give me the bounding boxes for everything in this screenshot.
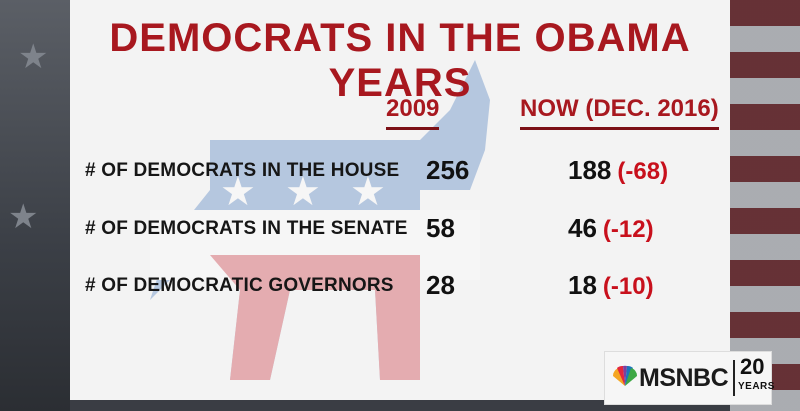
value-senate-now: 46 (-12) [568,213,654,244]
page-title: DEMOCRATS IN THE OBAMA YEARS [109,16,691,105]
row-label-house: # OF DEMOCRATS IN THE HOUSE [85,160,400,181]
column-header-2009: 2009 [386,95,440,130]
background-left: ★ ★ [0,0,70,411]
graphic-panel: ★ ★ ★ DEMOCRATS IN THE OBAMA YEARS 2009 … [70,0,730,400]
peacock-icon [612,365,638,386]
row-label-governors: # OF DEMOCRATIC GOVERNORS [85,275,394,296]
value-house-2009: 256 [426,155,470,185]
svg-text:★: ★ [350,169,386,215]
background-right-flag [730,0,800,411]
value-now: 188 [568,155,612,185]
svg-text:★: ★ [220,169,256,215]
divider [733,360,735,396]
value-house-now: 188 (-68) [568,155,668,186]
star-icon: ★ [8,198,39,236]
anniversary-number: 20 [740,354,765,379]
value-governors-2009: 28 [426,270,455,300]
change-value: (-68) [617,158,669,185]
change-value: (-12) [602,216,654,243]
svg-text:★: ★ [285,169,321,215]
value-senate-2009: 58 [426,213,455,243]
star-icon: ★ [18,38,49,76]
network-logo-bug: MSNBC 20 YEARS [604,351,775,405]
democrat-donkey-logo: ★ ★ ★ [150,60,490,380]
anniversary-label: YEARS [738,381,775,392]
row-label-senate: # OF DEMOCRATS IN THE SENATE [85,218,408,239]
column-header-now: NOW (DEC. 2016) [520,95,719,130]
change-value: (-10) [602,273,654,300]
network-name: MSNBC [639,364,729,392]
value-now: 46 [568,213,597,243]
value-governors-now: 18 (-10) [568,270,654,301]
value-now: 18 [568,270,597,300]
